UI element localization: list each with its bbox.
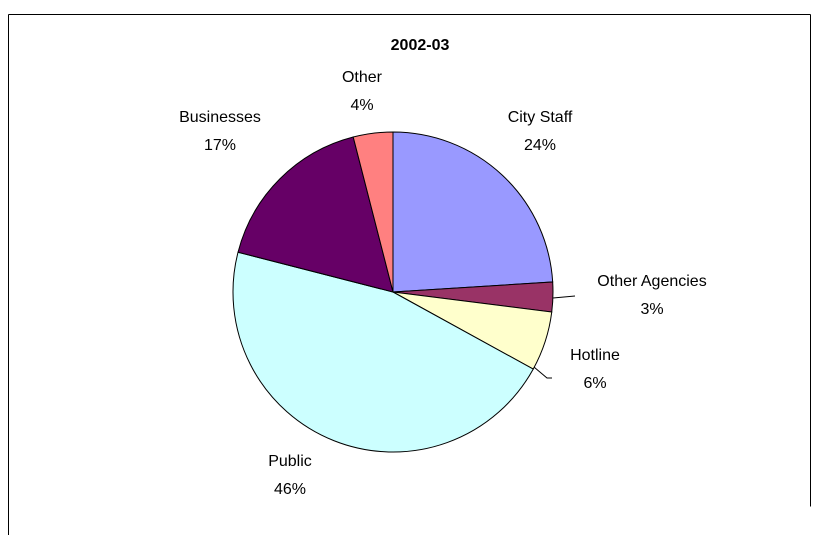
slice-label: Other Agencies <box>597 273 706 290</box>
slice-value: 24% <box>524 137 556 154</box>
slice-label: Other <box>342 69 383 86</box>
slice-value: 6% <box>583 375 606 392</box>
slice-label: Public <box>268 453 312 470</box>
chart-title: 2002-03 <box>391 37 450 54</box>
slice-label: Hotline <box>570 347 620 364</box>
slice-value: 17% <box>204 137 236 154</box>
pie-slice <box>237 136 394 293</box>
slice-label: City Staff <box>508 109 573 126</box>
pie-slice <box>352 131 394 293</box>
slice-value: 4% <box>350 97 373 114</box>
pie-slice <box>232 251 534 453</box>
slice-value: 46% <box>274 481 306 498</box>
pie-slice <box>392 131 554 293</box>
slice-label: Businesses <box>179 109 261 126</box>
slice-value: 3% <box>640 301 663 318</box>
frame <box>8 14 811 535</box>
